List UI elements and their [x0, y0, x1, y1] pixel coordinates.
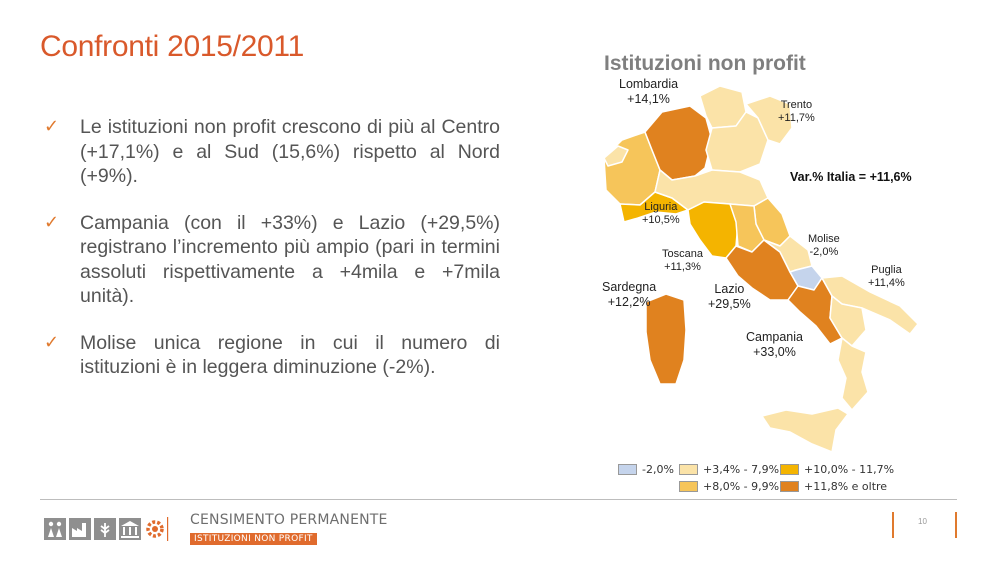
bullet-item: ✓ Campania (con il +33%) e Lazio (+29,5%… [44, 211, 500, 309]
footer-divider [40, 499, 957, 500]
lazio-label: Lazio +29,5% [708, 282, 751, 312]
lazio-value: +29,5% [708, 297, 751, 311]
liguria-label: Liguria +10,5% [642, 201, 680, 227]
legend-item: -2,0% [618, 463, 674, 476]
census-text: CENSIMENTO PERMANENTE ISTITUZIONI NON PR… [190, 512, 388, 546]
legend-swatch [679, 481, 698, 492]
toscana-name: Toscana [662, 248, 703, 260]
lombardia-value: +14,1% [627, 92, 670, 106]
campania-label: Campania +33,0% [746, 330, 803, 360]
liguria-name: Liguria [644, 201, 678, 213]
legend-item: +3,4% - 7,9% [679, 463, 779, 476]
region-basilicata [829, 295, 867, 347]
region-lombardia [644, 105, 713, 181]
region-sardegna [645, 293, 687, 385]
check-icon: ✓ [44, 211, 60, 233]
liguria-value: +10,5% [642, 214, 680, 226]
legend-swatch [780, 464, 799, 475]
region-calabria [837, 337, 869, 411]
slide-title: Confronti 2015/2011 [40, 30, 304, 63]
lombardia-label: Lombardia +14,1% [619, 77, 678, 107]
puglia-value: +11,4% [868, 277, 905, 289]
bullet-text: Molise unica regione in cui il numero di… [80, 331, 500, 379]
region-friuli [745, 95, 793, 145]
legend-item: +8,0% - 9,9% [679, 480, 779, 493]
check-icon: ✓ [44, 331, 60, 353]
bullet-list: ✓ Le istituzioni non profit crescono di … [44, 115, 500, 402]
legend-label: +11,8% e oltre [804, 480, 888, 493]
molise-name: Molise [808, 233, 840, 245]
page-bar-right [955, 512, 957, 538]
legend-item: +10,0% - 11,7% [780, 463, 894, 476]
census-logo: CENSIMENTO PERMANENTE ISTITUZIONI NON PR… [44, 512, 388, 546]
census-subtitle: ISTITUZIONI NON PROFIT [190, 533, 317, 545]
check-icon: ✓ [44, 116, 60, 137]
legend-label: +10,0% - 11,7% [804, 463, 895, 476]
campania-name: Campania [746, 330, 803, 344]
bullet-item: ✓ Le istituzioni non profit crescono di … [44, 115, 500, 189]
census-title: CENSIMENTO PERMANENTE [190, 512, 388, 528]
toscana-value: +11,3% [664, 261, 701, 273]
molise-value: -2,0% [809, 246, 839, 258]
trento-name: Trento [780, 99, 813, 111]
region-valle-daosta [603, 145, 629, 167]
legend-swatch [679, 464, 698, 475]
national-variation: Var.% Italia = +11,6% [790, 170, 912, 184]
people-icon [44, 518, 66, 540]
bullet-text: Campania (con il +33%) e Lazio (+29,5%) … [80, 211, 500, 308]
bullet-item: ✓ Molise unica regione in cui il numero … [44, 331, 500, 380]
sardegna-label: Sardegna +12,2% [602, 280, 656, 310]
legend-label: +8,0% - 9,9% [703, 480, 780, 493]
molise-label: Molise -2,0% [808, 233, 840, 259]
legend-label: +3,4% - 7,9% [703, 463, 780, 476]
bullet-text: Le istituzioni non profit crescono di pi… [80, 116, 500, 187]
region-sicilia [761, 407, 849, 453]
map-title: Istituzioni non profit [604, 52, 806, 75]
lombardia-name: Lombardia [619, 77, 679, 91]
sardegna-value: +12,2% [607, 295, 651, 309]
puglia-label: Puglia +11,4% [868, 264, 905, 290]
legend-swatch [780, 481, 799, 492]
toscana-label: Toscana +11,3% [662, 248, 703, 274]
campania-value: +33,0% [753, 345, 796, 359]
gear-icon [146, 520, 164, 538]
page-number: 10 [918, 517, 927, 526]
legend-swatch [618, 464, 637, 475]
page-bar-left [892, 512, 894, 538]
legend-label: -2,0% [642, 463, 674, 476]
census-pictograms [44, 517, 169, 541]
legend-item: +11,8% e oltre [780, 480, 887, 493]
region-veneto [705, 111, 769, 173]
sardegna-name: Sardegna [602, 280, 657, 294]
region-liguria [619, 191, 689, 223]
lazio-name: Lazio [714, 282, 745, 296]
trento-label: Trento +11,7% [778, 99, 815, 125]
trento-value: +11,7% [778, 112, 815, 124]
puglia-name: Puglia [871, 264, 902, 276]
